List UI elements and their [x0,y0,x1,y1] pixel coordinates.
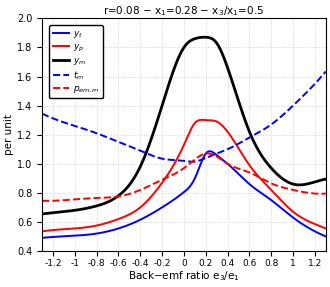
Title: r=0.08 $-$ x$_1$=0.28 $-$ x$_3$/x$_1$=0.5: r=0.08 $-$ x$_1$=0.28 $-$ x$_3$/x$_1$=0.… [103,4,265,18]
Legend: $y_t$, $y_p$, $y_m$, $t_m$, $p_{em,m}$: $y_t$, $y_p$, $y_m$, $t_m$, $p_{em,m}$ [50,25,103,98]
Y-axis label: per unit: per unit [4,114,14,155]
X-axis label: Back$-$emf ratio $\mathregular{e_3/e_1}$: Back$-$emf ratio $\mathregular{e_3/e_1}$ [128,269,240,283]
